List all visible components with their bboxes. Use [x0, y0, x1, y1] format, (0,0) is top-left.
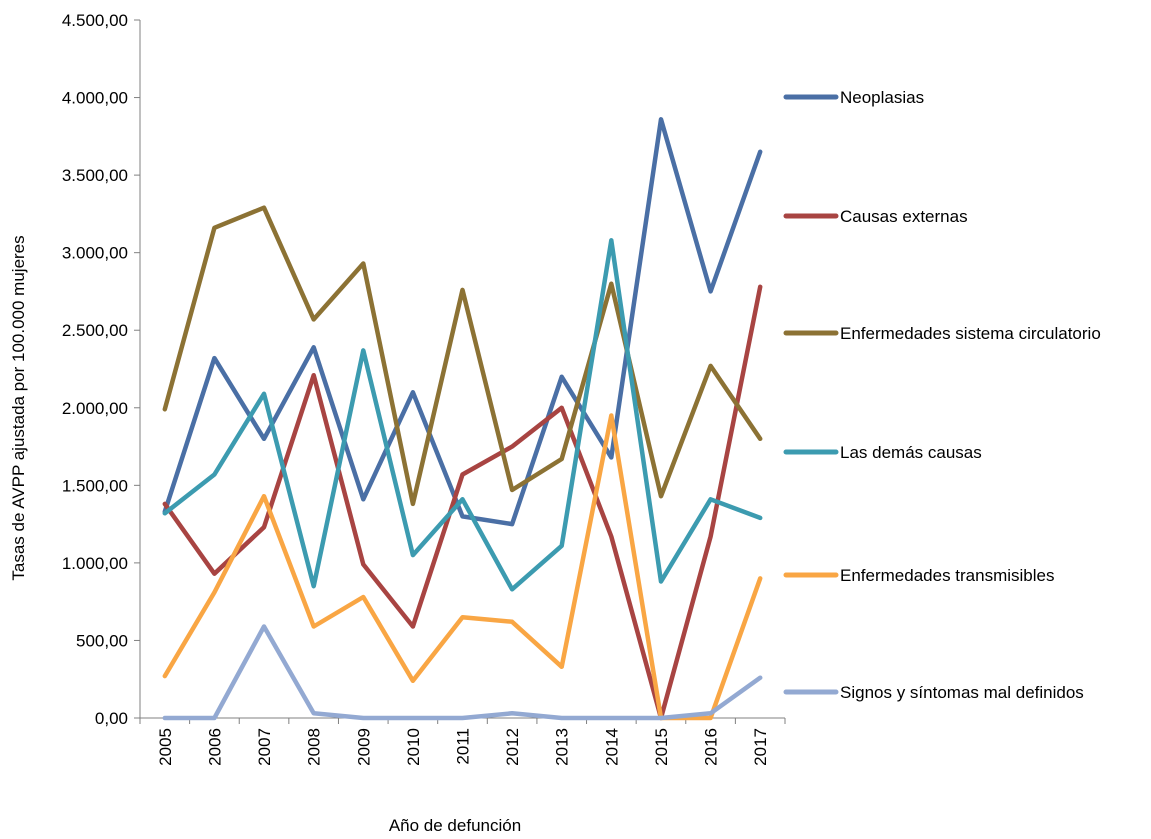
legend-label: Enfermedades transmisibles — [840, 566, 1054, 585]
series-line-6 — [162, 624, 763, 721]
y-tick-label: 3.000,00 — [62, 244, 128, 263]
legend-label: Las demás causas — [840, 443, 982, 462]
x-tick-label: 2012 — [503, 728, 522, 766]
series-line-4 — [162, 238, 763, 592]
y-tick-label: 1.000,00 — [62, 554, 128, 573]
y-tick-label: 2.500,00 — [62, 321, 128, 340]
x-axis-title: Año de defunción — [389, 816, 521, 835]
x-tick-label: 2013 — [553, 728, 572, 766]
x-tick-label: 2008 — [305, 728, 324, 766]
y-tick-label: 0,00 — [95, 709, 128, 728]
y-tick-label: 2.000,00 — [62, 399, 128, 418]
y-tick-label: 3.500,00 — [62, 166, 128, 185]
legend-label: Causas externas — [840, 207, 968, 226]
x-tick-label: 2016 — [702, 728, 721, 766]
x-tick-label: 2005 — [156, 728, 175, 766]
x-tick-label: 2009 — [354, 728, 373, 766]
y-tick-label: 500,00 — [76, 631, 128, 650]
legend-label: Neoplasias — [840, 88, 924, 107]
series-lines — [162, 117, 763, 721]
y-tick-label: 1.500,00 — [62, 476, 128, 495]
x-tick-label: 2015 — [652, 728, 671, 766]
y-tick-label: 4.500,00 — [62, 11, 128, 30]
y-tick-label: 4.000,00 — [62, 89, 128, 108]
legend: Neoplasias Causas externas Enfermedades si… — [783, 88, 1101, 702]
y-axis-title: Tasas de AVPP ajustada por 100.000 mujer… — [9, 235, 28, 580]
x-tick-label: 2006 — [205, 728, 224, 766]
x-tick-label: 2017 — [751, 728, 770, 766]
y-axis: 0,00 500,00 1.000,00 1.500,00 2.000,00 2.500,… — [62, 11, 141, 728]
series-line-3 — [162, 205, 763, 507]
x-tick-label: 2010 — [404, 728, 423, 766]
x-tick-label: 2014 — [602, 728, 621, 766]
legend-label: Enfermedades sistema circulatorio — [840, 324, 1101, 343]
legend-label: Signos y síntomas mal definidos — [840, 683, 1084, 702]
x-tick-label: 2007 — [255, 728, 274, 766]
x-axis: 2005 2006 2007 2008 2009 2010 2011 2012 2013 2014… — [139, 717, 786, 766]
x-tick-label: 2011 — [454, 728, 473, 765]
series-line-1 — [162, 117, 763, 527]
